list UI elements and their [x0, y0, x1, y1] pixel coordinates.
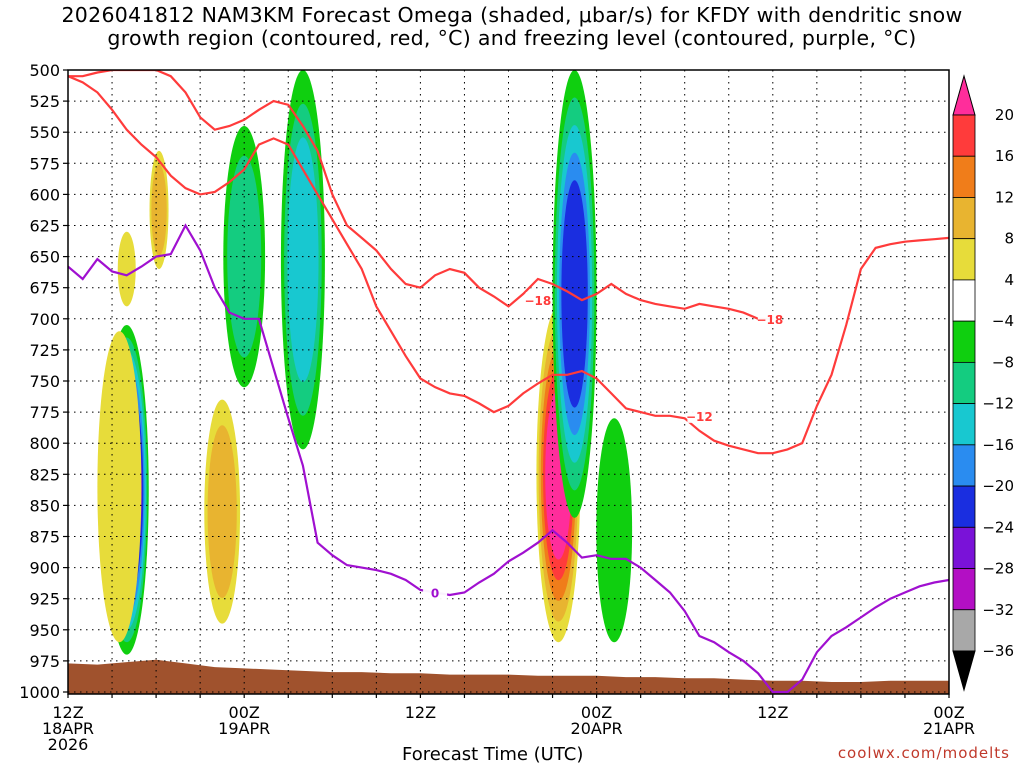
- colorbar-bin-2: [952, 155, 976, 198]
- x-tick-label-48: 12Z: [757, 703, 788, 722]
- colorbar: 20 16 12 8 4 −4 −8 −12 −16 −20 −24 −28 −32 −36: [952, 74, 1014, 692]
- contour-label-2: −12: [686, 410, 713, 424]
- contour-label-bg-2: [687, 407, 712, 423]
- y-tick-label-550: 550: [29, 123, 60, 142]
- y-tick-label-500: 500: [29, 61, 60, 80]
- colorbar-cap-top: [952, 74, 976, 116]
- y-tick-label-725: 725: [29, 341, 60, 360]
- colorbar-label-7: −12: [982, 395, 1014, 413]
- y-tick-label-700: 700: [29, 310, 60, 329]
- contours: [68, 70, 949, 694]
- colorbar-bin-7: [952, 361, 976, 405]
- colorbar-label-0: 20: [995, 106, 1014, 124]
- colorbar-bin-12: [952, 568, 976, 611]
- y-tick-label-825: 825: [29, 465, 60, 484]
- x-tick-line: 00Z: [229, 703, 260, 722]
- colorbar-label-6: −8: [992, 353, 1014, 371]
- contour-line-1: [68, 75, 949, 455]
- colorbar-label-4: 4: [1004, 271, 1014, 289]
- y-tick-label-900: 900: [29, 559, 60, 578]
- contour-label-3: 0: [431, 586, 439, 600]
- x-tick-line: 19APR: [218, 719, 270, 738]
- y-tick-label-650: 650: [29, 248, 60, 267]
- title-line-1: 2026041812 NAM3KM Forecast Omega (shaded…: [61, 3, 963, 27]
- omega-cell-6-2: [287, 137, 319, 383]
- y-axis: 500 525 550 575 600 625 650 675 700 725 750 775 800 8…: [19, 61, 68, 702]
- colorbar-bin-11: [952, 526, 976, 569]
- colorbar-label-8: −16: [982, 436, 1014, 454]
- contour-label-bg-0: [525, 292, 550, 308]
- colorbar-label-2: 12: [995, 188, 1014, 206]
- x-tick-label-36: 00Z 20APR: [571, 703, 623, 738]
- credit-text: coolwx.com/modelts: [837, 744, 1010, 762]
- omega-shading: [97, 70, 633, 655]
- y-tick-label-600: 600: [29, 185, 60, 204]
- colorbar-bin-4: [952, 238, 976, 281]
- colorbar-label-12: −32: [982, 601, 1014, 619]
- x-tick-line: 21APR: [923, 719, 975, 738]
- y-tick-label-925: 925: [29, 590, 60, 609]
- omega-cell-10-0: [596, 418, 633, 643]
- omega-cell-1-0: [97, 331, 142, 643]
- colorbar-bin-1: [952, 114, 976, 157]
- contour-label-bg-1: [757, 310, 782, 326]
- y-tick-label-575: 575: [29, 154, 60, 173]
- x-tick-label-24: 12Z: [405, 703, 436, 722]
- y-tick-label-625: 625: [29, 217, 60, 236]
- colorbar-bin-5: [952, 279, 976, 322]
- x-tick-line: 12Z: [405, 703, 436, 722]
- colorbar-label-5: −4: [992, 312, 1014, 330]
- colorbar-bin-13: [952, 609, 976, 652]
- omega-cell-4-1: [207, 425, 237, 599]
- chart-title: 2026041812 NAM3KM Forecast Omega (shaded…: [0, 4, 1024, 50]
- colorbar-bin-8: [952, 403, 976, 446]
- title-line-2: growth region (contoured, red, °C) and f…: [107, 26, 917, 50]
- contour-label-0: −18: [524, 294, 551, 308]
- colorbar-label-13: −36: [982, 642, 1014, 660]
- colorbar-label-3: 8: [1004, 230, 1014, 248]
- x-tick-label-12: 00Z 19APR: [218, 703, 270, 738]
- colorbar-label-10: −24: [982, 518, 1014, 536]
- colorbar-bin-9: [952, 444, 976, 487]
- colorbar-bin-10: [952, 485, 976, 528]
- omega-cell-2-1: [151, 164, 167, 256]
- x-tick-line: 00Z: [933, 703, 964, 722]
- y-tick-label-975: 975: [29, 652, 60, 671]
- y-tick-label-950: 950: [29, 621, 60, 640]
- y-tick-label-875: 875: [29, 528, 60, 547]
- x-tick-line: 12Z: [757, 703, 788, 722]
- colorbar-bin-6: [952, 320, 976, 363]
- y-tick-label-675: 675: [29, 279, 60, 298]
- y-tick-label-850: 850: [29, 496, 60, 515]
- x-tick-line: 2026: [48, 735, 89, 754]
- contour-labels: −18 −18 −12 0: [423, 292, 783, 600]
- contour-label-bg-3: [423, 584, 448, 600]
- contour-line-0: [68, 70, 773, 320]
- y-tick-label-775: 775: [29, 403, 60, 422]
- x-axis-title: Forecast Time (UTC): [402, 744, 584, 765]
- x-tick-label-60: 00Z 21APR: [923, 703, 975, 738]
- omega-cell-9-4: [561, 180, 588, 408]
- x-tick-line: 00Z: [581, 703, 612, 722]
- x-tick-label-0: 12Z 18APR 2026: [42, 703, 94, 754]
- y-tick-label-750: 750: [29, 372, 60, 391]
- colorbar-label-1: 16: [995, 147, 1014, 165]
- colorbar-label-11: −28: [982, 560, 1014, 578]
- x-tick-line: 12Z: [52, 703, 83, 722]
- x-tick-line: 18APR: [42, 719, 94, 738]
- contour-line-2: [68, 223, 949, 694]
- colorbar-label-9: −20: [982, 477, 1014, 495]
- contour-label-1: −18: [756, 313, 783, 327]
- omega-cell-3-0: [117, 231, 136, 307]
- y-tick-label-1000: 1000: [19, 683, 60, 702]
- y-tick-label-525: 525: [29, 92, 60, 111]
- colorbar-bin-3: [952, 197, 976, 240]
- y-tick-label-800: 800: [29, 434, 60, 453]
- colorbar-cap-bottom: [952, 650, 976, 692]
- x-tick-line: 20APR: [571, 719, 623, 738]
